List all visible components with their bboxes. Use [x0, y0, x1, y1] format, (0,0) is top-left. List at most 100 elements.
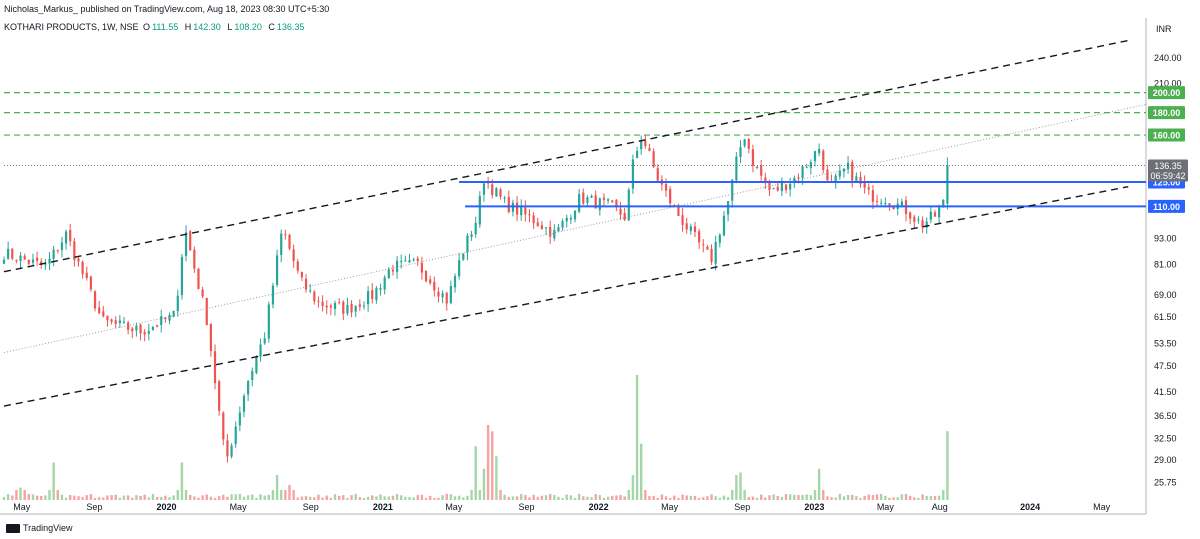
volume-bar — [445, 493, 448, 500]
candle — [760, 165, 763, 176]
currency-label[interactable]: INR — [1156, 24, 1172, 34]
candle — [176, 295, 179, 312]
candle — [607, 199, 610, 201]
y-tick-label: 36.50 — [1154, 411, 1177, 421]
candle — [602, 197, 606, 200]
volume-bar — [693, 495, 697, 500]
candle — [102, 311, 105, 317]
candle — [664, 183, 668, 191]
candle — [834, 175, 837, 182]
volume-bar — [904, 493, 908, 500]
volume-bar — [19, 487, 22, 500]
volume-bar — [428, 495, 432, 500]
candle — [391, 269, 395, 272]
volume-bar — [383, 496, 386, 500]
price-badge — [1148, 86, 1185, 100]
candle — [338, 302, 341, 304]
x-tick-label: 2023 — [804, 502, 824, 512]
volume-bar — [313, 497, 316, 500]
volume-bar — [590, 497, 593, 500]
candle — [36, 257, 39, 261]
candle — [739, 147, 742, 157]
volume-bar — [507, 496, 510, 500]
symbol-name[interactable]: KOTHARI PRODUCTS, 1W, NSE — [4, 22, 139, 32]
volume-bar — [755, 497, 759, 500]
volume-bar — [238, 493, 242, 500]
volume-bar — [333, 494, 337, 500]
volume-bar — [60, 494, 64, 500]
tradingview-logo-icon[interactable] — [6, 523, 20, 533]
volume-bar — [826, 496, 829, 500]
volume-bar — [809, 495, 813, 500]
volume-bar — [788, 494, 792, 500]
candle — [48, 258, 51, 264]
candle — [259, 344, 262, 357]
candle — [722, 215, 726, 236]
volume-bar — [805, 494, 808, 500]
volume-bar — [561, 498, 564, 500]
volume-bar — [81, 497, 84, 500]
volume-bar — [441, 495, 444, 500]
volume-bar — [867, 494, 870, 500]
x-tick-label: May — [445, 502, 463, 512]
candle — [110, 319, 113, 322]
volume-bar — [929, 495, 933, 500]
candle — [358, 304, 361, 307]
candle — [764, 177, 767, 183]
candle — [627, 189, 630, 221]
volume-bar — [52, 462, 55, 500]
volume-bar — [660, 494, 664, 500]
candle — [147, 330, 150, 334]
y-tick-label: 47.50 — [1154, 361, 1177, 371]
volume-bar — [921, 494, 924, 500]
candle — [718, 234, 721, 243]
volume-bar — [110, 494, 113, 500]
candle — [122, 321, 126, 323]
candle — [160, 316, 163, 326]
volume-bar — [437, 497, 440, 500]
candle — [466, 235, 469, 253]
open-label: O — [143, 22, 151, 32]
volume-bar — [366, 496, 370, 500]
last-price-label: 136.35 — [1154, 161, 1182, 171]
volume-bar — [15, 490, 18, 500]
high-value: 142.30 — [193, 22, 221, 32]
volume-bar — [93, 498, 97, 500]
candle — [598, 198, 601, 211]
candle — [520, 206, 523, 216]
volume-bar — [205, 494, 208, 500]
candle — [536, 222, 539, 227]
x-tick-label: 2022 — [589, 502, 609, 512]
candle — [31, 259, 35, 263]
candle — [590, 195, 593, 198]
volume-bar — [855, 496, 858, 500]
volume-bar — [871, 495, 875, 500]
candle — [172, 310, 175, 317]
volume-bar — [474, 446, 477, 500]
candle — [184, 232, 188, 256]
volume-bar — [817, 468, 821, 500]
volume-bar — [797, 495, 800, 500]
volume-bar — [69, 495, 72, 500]
candle — [706, 246, 709, 250]
volume-bar — [346, 498, 349, 500]
volume-bar — [424, 497, 428, 500]
candle — [189, 231, 192, 251]
candle — [925, 221, 928, 228]
candle — [801, 166, 804, 179]
volume-group — [2, 375, 949, 500]
volume-bar — [271, 490, 275, 500]
volume-bar — [242, 496, 246, 500]
volume-bar — [420, 494, 424, 500]
x-tick-label: Sep — [86, 502, 102, 512]
volume-bar — [64, 497, 68, 500]
candle — [226, 440, 229, 457]
volume-bar — [97, 497, 101, 500]
candle — [424, 270, 428, 282]
volume-bar — [594, 494, 597, 500]
volume-bar — [515, 496, 519, 500]
volume-bar — [892, 497, 895, 500]
volume-bar — [259, 494, 262, 500]
volume-bar — [329, 497, 333, 500]
